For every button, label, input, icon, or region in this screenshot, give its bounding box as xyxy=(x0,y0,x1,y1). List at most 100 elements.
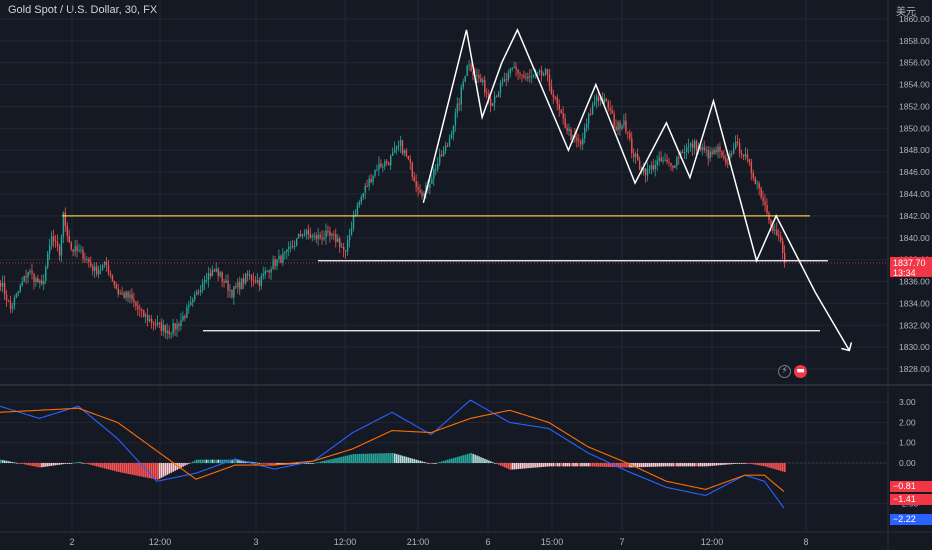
candle-body xyxy=(605,98,608,102)
macd-histogram-bar xyxy=(662,463,665,467)
macd-histogram-bar xyxy=(395,454,398,464)
macd-histogram-bar xyxy=(460,455,463,464)
macd-histogram-bar xyxy=(770,463,772,469)
macd-histogram-bar xyxy=(578,463,580,467)
macd-histogram-bar xyxy=(133,463,135,476)
candle-body xyxy=(390,155,392,166)
candle-body xyxy=(356,205,359,215)
macd-histogram-bar xyxy=(178,463,180,469)
candle-body xyxy=(433,169,435,179)
time-tick-label: 6 xyxy=(485,537,490,547)
candle-body xyxy=(417,187,419,190)
macd-histogram-bar xyxy=(207,459,210,464)
candle-body xyxy=(735,141,737,149)
macd-histogram-tag: −0.81 xyxy=(890,481,932,492)
candle-body xyxy=(317,234,319,240)
candle-body xyxy=(495,96,498,98)
candle-body xyxy=(513,66,515,68)
macd-histogram-bar xyxy=(625,463,627,468)
candle-body xyxy=(37,278,39,283)
macd-histogram-bar xyxy=(715,463,717,466)
candle-body xyxy=(315,235,317,240)
macd-histogram-bar xyxy=(558,463,561,467)
macd-histogram-bar xyxy=(750,463,753,465)
candle-body xyxy=(286,249,288,252)
macd-histogram-bar xyxy=(572,463,574,467)
macd-histogram-bar xyxy=(250,461,253,464)
macd-histogram-bar xyxy=(740,463,743,464)
candle-body xyxy=(254,281,257,283)
macd-histogram-bar xyxy=(476,455,478,464)
macd-histogram-bar xyxy=(617,463,619,468)
macd-histogram-bar xyxy=(325,460,327,464)
candle-body xyxy=(754,177,756,184)
macd-histogram-bar xyxy=(589,463,592,467)
us-flag-icon[interactable]: ▬ xyxy=(794,365,807,378)
macd-histogram-bar xyxy=(135,463,137,476)
macd-histogram-bar xyxy=(384,453,386,464)
macd-histogram-bar xyxy=(566,463,569,467)
candle-body xyxy=(627,131,629,134)
macd-histogram-bar xyxy=(62,463,65,465)
candle-body xyxy=(511,67,513,70)
macd-histogram-bar xyxy=(203,459,206,464)
candle-body xyxy=(676,157,678,166)
macd-histogram-bar xyxy=(260,463,263,464)
candle-body xyxy=(25,275,27,278)
macd-histogram-bar xyxy=(548,463,551,467)
macd-histogram-bar xyxy=(80,462,82,464)
macd-histogram-bar xyxy=(713,463,716,466)
candle-body xyxy=(313,235,315,237)
macd-line xyxy=(0,399,785,509)
macd-histogram-bar xyxy=(646,463,649,467)
candle-body xyxy=(686,147,688,153)
macd-histogram-bar xyxy=(656,463,659,467)
macd-histogram-bar xyxy=(241,460,243,464)
candle-body xyxy=(341,247,343,249)
candle-body xyxy=(229,289,231,291)
macd-histogram-bar xyxy=(495,463,498,464)
macd-histogram-bar xyxy=(64,463,67,464)
lightning-icon[interactable]: ⚡ xyxy=(778,365,791,378)
projection-arrow-line xyxy=(814,292,851,351)
macd-histogram-bar xyxy=(68,463,71,464)
candle-body xyxy=(644,168,647,176)
macd-histogram-bar xyxy=(297,463,300,464)
candle-body xyxy=(344,250,347,252)
macd-histogram-bar xyxy=(672,463,674,467)
macd-histogram-bar xyxy=(644,463,647,467)
candle-body xyxy=(135,302,137,306)
candle-body xyxy=(309,234,312,238)
price-tick-label: 1834.00 xyxy=(899,298,930,308)
macd-histogram-bar xyxy=(450,458,453,464)
macd-histogram-bar xyxy=(411,458,414,464)
candle-body xyxy=(656,160,658,166)
candle-body xyxy=(672,165,674,168)
candle-body xyxy=(670,162,672,166)
candle-body xyxy=(486,92,488,94)
macd-histogram-bar xyxy=(437,462,439,464)
candle-body xyxy=(99,269,102,271)
macd-histogram-bar xyxy=(213,459,216,464)
macd-histogram-bar xyxy=(35,463,37,467)
macd-histogram-bar xyxy=(123,463,126,474)
candle-body xyxy=(366,185,368,187)
candle-body xyxy=(570,129,572,140)
macd-histogram-bar xyxy=(717,463,719,466)
candle-body xyxy=(352,216,355,229)
macd-histogram-bar xyxy=(317,462,320,464)
candle-body xyxy=(444,145,447,151)
macd-histogram-bar xyxy=(150,463,153,479)
macd-histogram-bar xyxy=(225,459,227,464)
candle-body xyxy=(599,98,602,101)
macd-histogram-bar xyxy=(337,457,339,464)
macd-histogram-bar xyxy=(419,460,422,464)
candle-body xyxy=(350,228,353,236)
macd-histogram-bar xyxy=(640,463,643,468)
candle-body xyxy=(150,318,153,323)
candle-body xyxy=(319,234,321,238)
candle-body xyxy=(182,316,184,321)
candle-body xyxy=(103,261,106,266)
candle-body xyxy=(687,146,690,148)
